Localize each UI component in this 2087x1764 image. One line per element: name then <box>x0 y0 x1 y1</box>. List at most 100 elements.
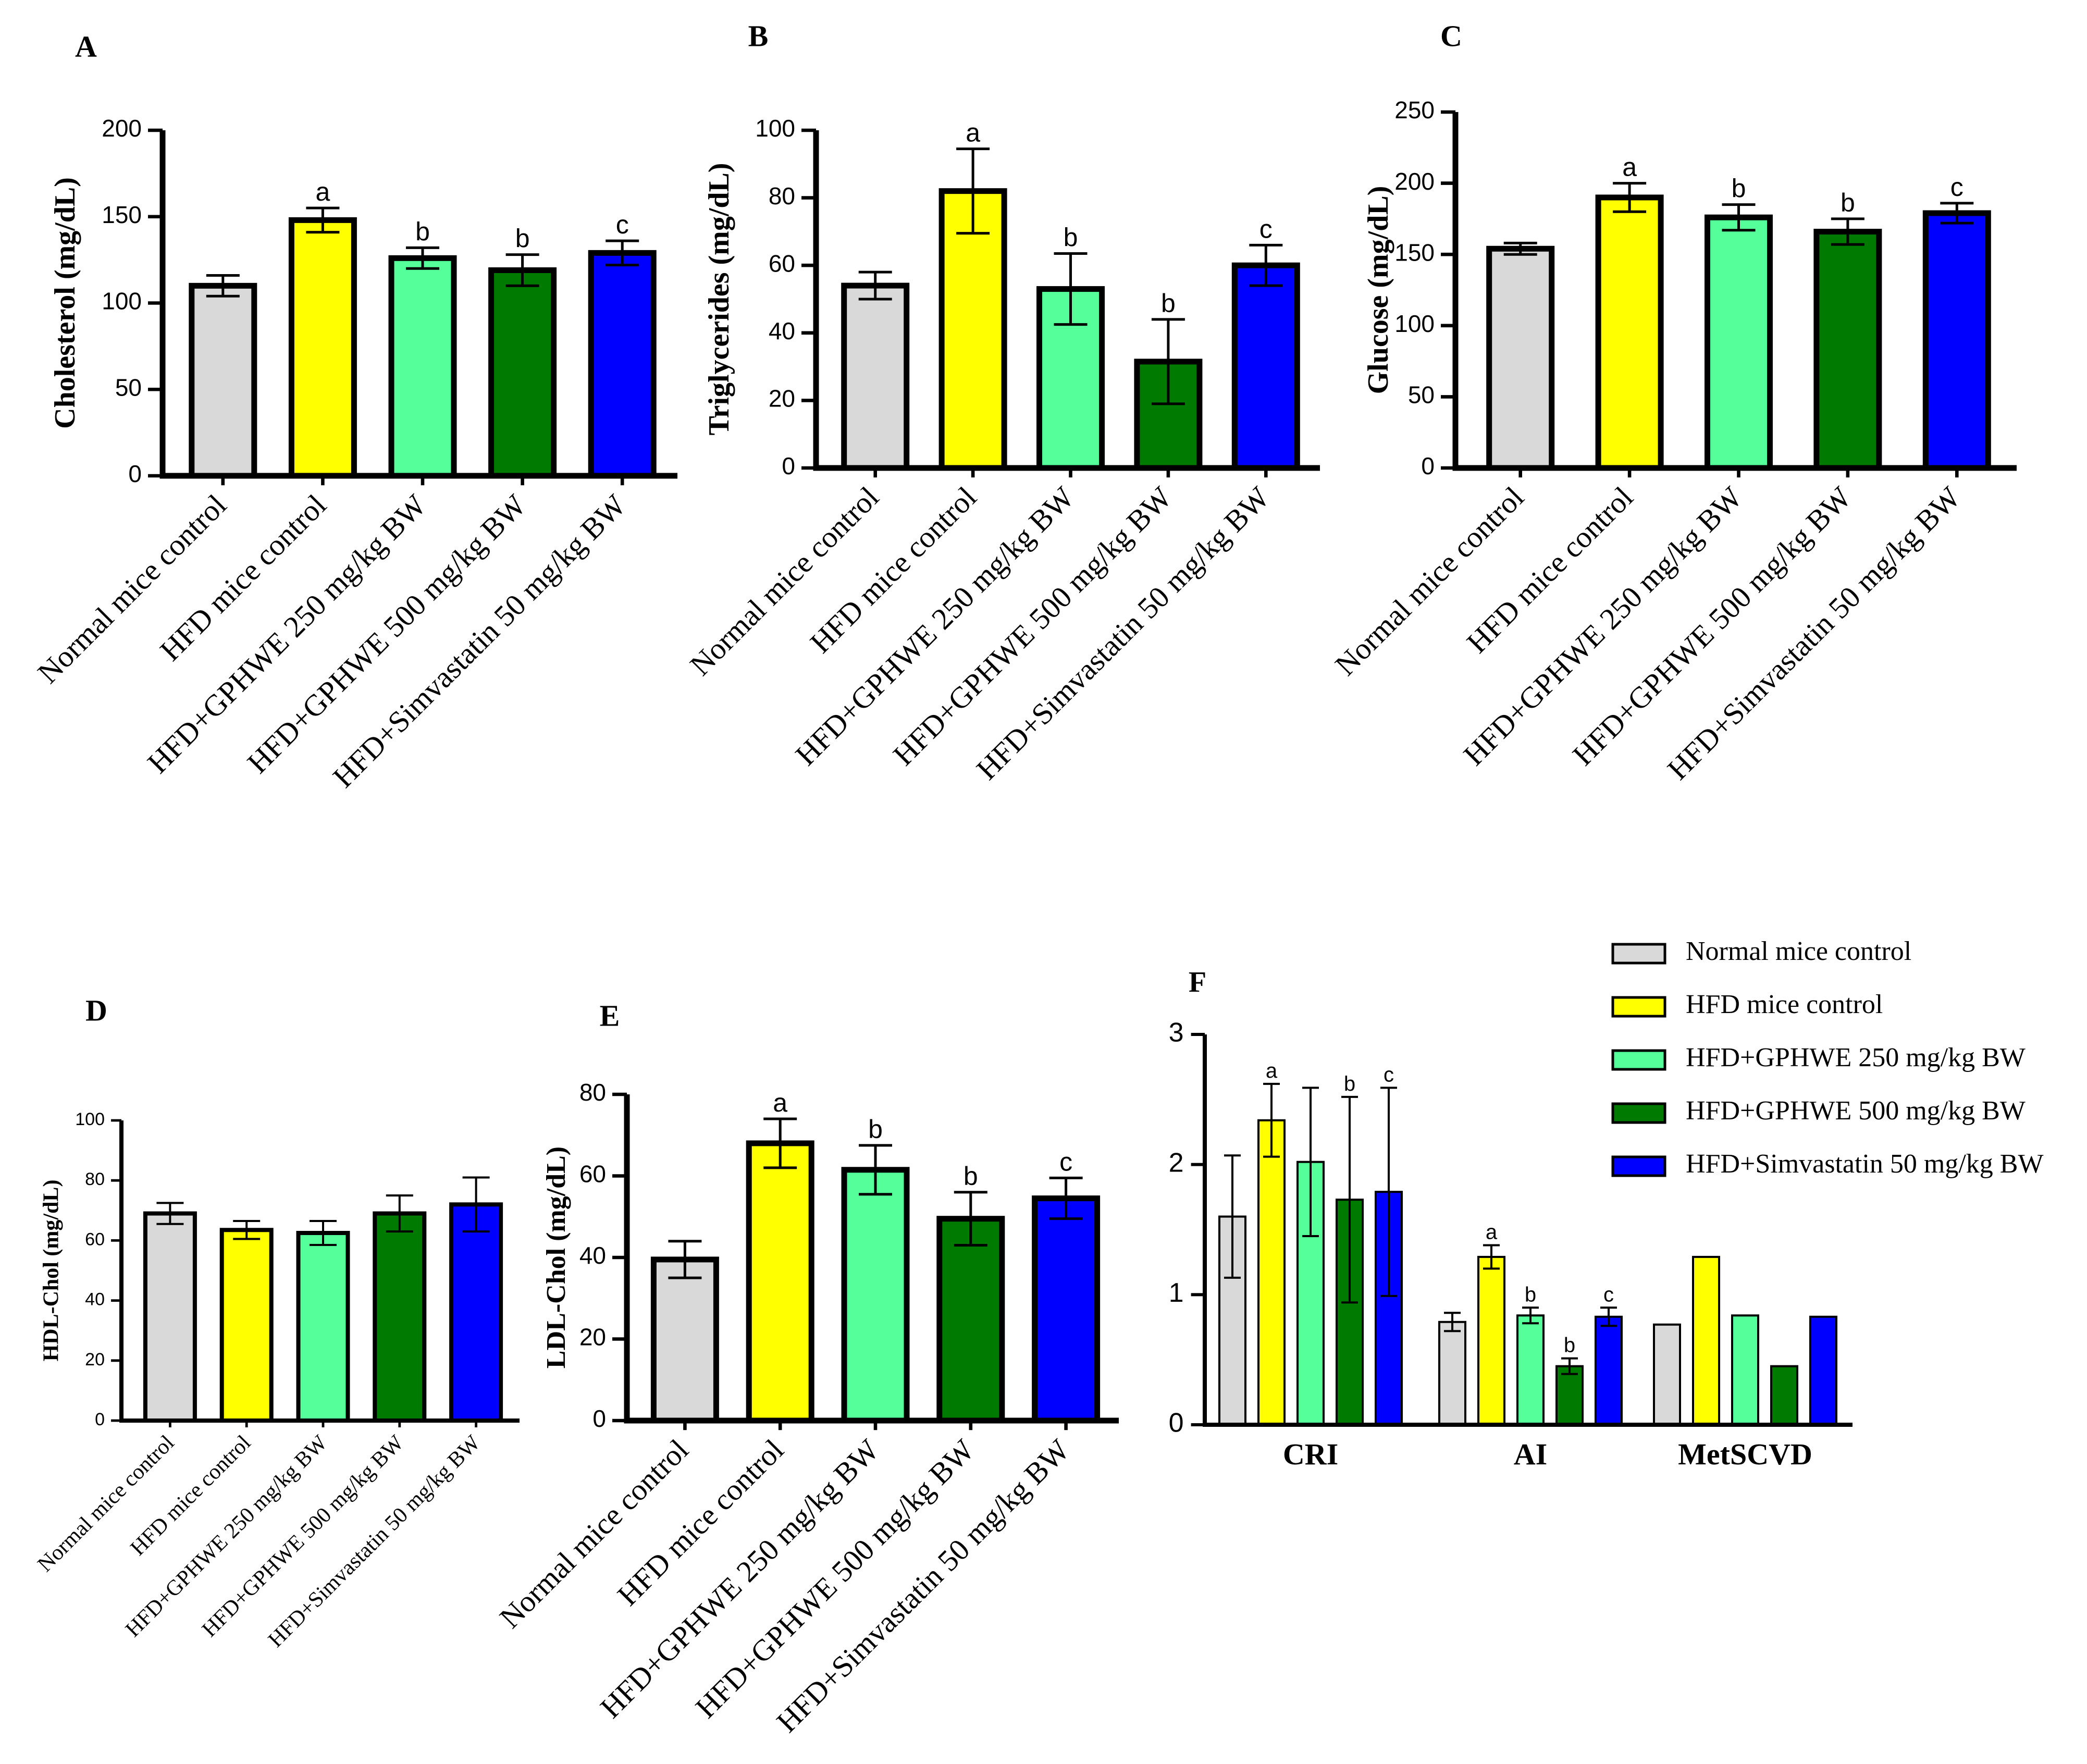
error-bar <box>1831 217 1864 246</box>
significance-label: c <box>616 210 629 239</box>
significance-label: a <box>966 118 980 147</box>
significance-label: a <box>315 177 330 206</box>
y-tick-label: 3 <box>1169 1018 1184 1048</box>
error-bar <box>1049 1176 1083 1220</box>
significance-label: b <box>868 1115 883 1144</box>
y-axis-label: HDL-Chol (mg/dL) <box>40 1180 64 1362</box>
bar <box>1516 1314 1545 1426</box>
error-bar <box>1503 241 1537 256</box>
error-bar <box>306 206 340 234</box>
bar <box>1692 1255 1720 1426</box>
y-tick-label: 0 <box>1421 452 1435 479</box>
panel-label: F <box>1189 966 1206 998</box>
x-tick-label: Normal mice control <box>1328 480 1530 682</box>
panel-label: C <box>1440 19 1462 53</box>
bar <box>1257 1119 1286 1426</box>
significance-label: c <box>1259 214 1273 243</box>
error-bar <box>1722 203 1756 232</box>
x-tick-label: HFD mice control <box>153 488 332 667</box>
y-tick-label: 0 <box>782 452 795 479</box>
x-tick-label: Normal mice control <box>31 488 233 690</box>
error-bar <box>1341 1095 1358 1304</box>
error-bar <box>1302 1087 1319 1237</box>
y-tick-label: 20 <box>769 385 795 412</box>
significance-label: b <box>1841 188 1855 217</box>
significance-label: c <box>1384 1063 1394 1086</box>
bar <box>1595 1315 1623 1426</box>
bar <box>1486 245 1555 471</box>
panel-label: D <box>85 993 107 1027</box>
y-tick-label: 100 <box>75 1109 105 1129</box>
y-tick-label: 60 <box>769 250 795 277</box>
y-tick-label: 100 <box>102 288 142 315</box>
error-bar <box>1600 1306 1617 1327</box>
y-tick-label: 20 <box>579 1324 606 1351</box>
x-tick-label: HFD mice control <box>611 1433 790 1612</box>
y-tick-label: 60 <box>579 1161 606 1188</box>
y-tick-label: 20 <box>85 1350 105 1370</box>
y-tick-label: 40 <box>769 317 795 344</box>
y-tick-label: 50 <box>1408 381 1435 409</box>
y-tick-label: 80 <box>579 1079 606 1106</box>
bar <box>143 1211 197 1423</box>
y-tick-label: 60 <box>85 1229 105 1249</box>
bar <box>1653 1323 1681 1426</box>
error-bar <box>233 1219 261 1240</box>
bar <box>841 282 910 471</box>
error-bar <box>1444 1312 1461 1333</box>
y-axis-label: LDL-Chol (mg/dL) <box>541 1146 571 1368</box>
significance-label: c <box>1603 1283 1614 1306</box>
panel-label: E <box>600 998 620 1032</box>
legend-item: HFD+GPHWE 250 mg/kg BW <box>1611 1043 2026 1072</box>
panel-label: A <box>75 29 97 63</box>
error-bar <box>1263 1082 1280 1158</box>
y-tick-label: 1 <box>1169 1278 1184 1308</box>
y-tick-label: 0 <box>128 460 142 487</box>
y-axis-label: Cholesterol (mg/dL) <box>49 177 81 429</box>
y-tick-label: 40 <box>85 1290 105 1310</box>
legend-swatch <box>1611 943 1666 965</box>
error-bar <box>505 253 539 287</box>
y-tick-label: 0 <box>1169 1408 1184 1438</box>
bar <box>373 1211 427 1423</box>
error-bar <box>1483 1244 1500 1270</box>
error-bar <box>1249 243 1283 287</box>
significance-label: b <box>515 224 530 253</box>
y-tick-label: 150 <box>1394 239 1435 266</box>
significance-label: c <box>1059 1147 1072 1176</box>
legend: Normal mice control HFD mice control HFD+G… <box>1611 936 2044 1179</box>
significance-label: b <box>1732 174 1746 203</box>
legend-label: Normal mice control <box>1686 936 1911 966</box>
error-bar <box>1613 182 1647 213</box>
y-axis-label: Glucose (mg/dL) <box>1362 186 1394 394</box>
y-axis-label: Triglycerides (mg/dL) <box>703 163 735 435</box>
significance-label: a <box>773 1088 787 1117</box>
x-tick-label: HFD mice control <box>804 480 983 659</box>
significance-label: a <box>1486 1220 1498 1243</box>
legend-item: HFD+GPHWE 500 mg/kg BW <box>1611 1096 2026 1126</box>
error-bar <box>1054 252 1088 326</box>
error-bar <box>406 246 439 270</box>
error-bar <box>1380 1087 1397 1297</box>
bar <box>388 255 457 479</box>
significance-label: c <box>1950 172 1963 202</box>
error-bar <box>858 270 892 301</box>
error-bar <box>1151 318 1185 405</box>
x-tick-label: MetSCVD <box>1678 1437 1812 1471</box>
error-bar <box>763 1117 797 1169</box>
error-bar <box>156 1202 184 1225</box>
error-bar <box>1561 1357 1578 1375</box>
error-bar <box>1940 202 1974 225</box>
bar <box>1770 1365 1798 1426</box>
bar <box>288 217 357 479</box>
y-tick-label: 80 <box>85 1169 105 1189</box>
legend-label: HFD+GPHWE 250 mg/kg BW <box>1686 1043 2026 1072</box>
error-bar <box>956 147 990 235</box>
legend-label: HFD mice control <box>1686 990 1883 1019</box>
error-bar <box>859 1144 892 1196</box>
legend-swatch <box>1611 996 1666 1018</box>
